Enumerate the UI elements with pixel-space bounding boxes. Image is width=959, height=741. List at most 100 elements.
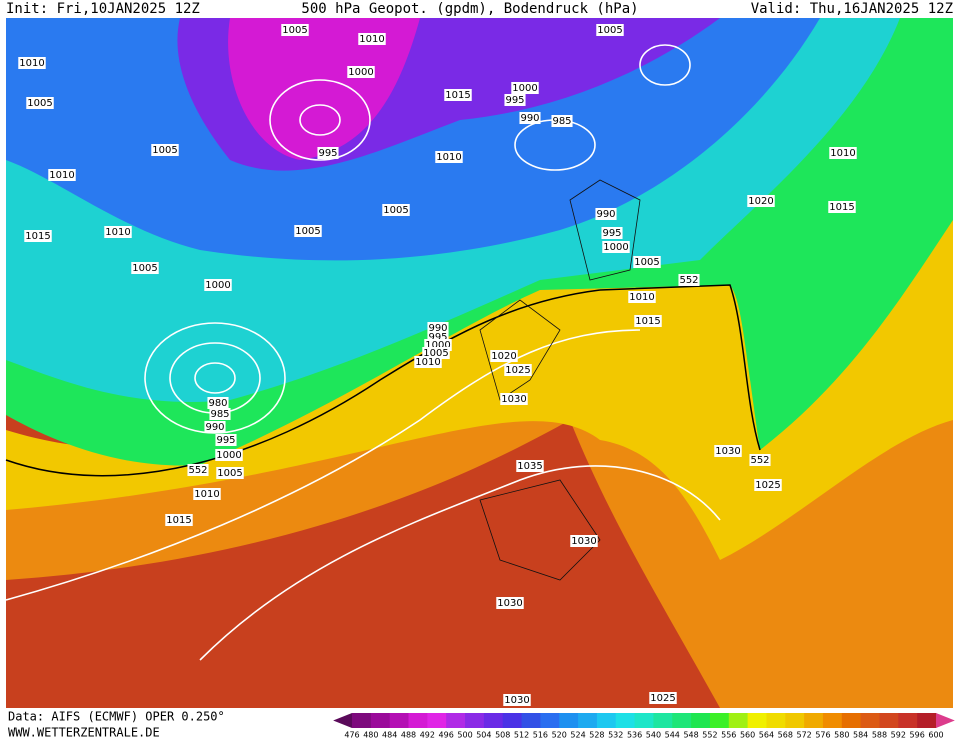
isobar-label-bg	[678, 274, 700, 286]
isobar-label: 1015	[25, 231, 50, 242]
isobar-label-bg	[490, 350, 518, 362]
site: WWW.WETTERZENTRALE.DE	[8, 726, 160, 740]
isobar-line	[269, 79, 371, 161]
colorbar-swatch	[596, 713, 617, 728]
isobar-label-bg	[317, 147, 339, 159]
colorbar-swatch	[559, 713, 579, 728]
colorbar-label: 524	[570, 731, 585, 740]
isobar-label-bg	[602, 241, 630, 253]
colorbar-swatch	[389, 713, 410, 728]
isobar-label-bg	[204, 279, 232, 291]
colorbar-label: 536	[627, 731, 642, 740]
isobar-label: 1010	[629, 292, 654, 303]
isobar-label: 1000	[205, 280, 230, 291]
isobar-label: 1025	[755, 480, 780, 491]
colorbar-swatch	[502, 713, 523, 728]
isobar-label: 995	[216, 435, 235, 446]
isobar-label: 1030	[497, 598, 522, 609]
colorbar-label: 488	[401, 731, 416, 740]
isobar-line	[194, 362, 236, 394]
isobar-label: 1010	[415, 357, 440, 368]
isobar-label-bg	[628, 291, 656, 303]
colorbar-swatch	[917, 713, 937, 728]
colorbar-swatch	[804, 713, 824, 728]
isobar-label: 1015	[635, 316, 660, 327]
map	[5, 18, 953, 708]
isobar-line	[639, 44, 691, 86]
isobar-label: 552	[750, 455, 769, 466]
map-title: 500 hPa Geopot. (gpdm), Bodendruck (hPa)	[301, 1, 638, 17]
isobar-label: 980	[208, 398, 227, 409]
colorbar-swatch	[672, 713, 692, 728]
isobar-label: 1035	[517, 461, 542, 472]
isobar-label-bg	[649, 692, 677, 704]
isobar-label: 1020	[491, 351, 516, 362]
isobar-label-bg	[519, 112, 541, 124]
isobar-label-bg	[570, 535, 598, 547]
colorbar-label: 548	[683, 731, 698, 740]
colorbar-label: 496	[439, 731, 454, 740]
isobar-label: 1000	[348, 67, 373, 78]
isobar-label: 1010	[19, 58, 44, 69]
colorbar-label: 580	[834, 731, 849, 740]
isobar-label-bg	[151, 144, 179, 156]
colorbar-label: 568	[778, 731, 793, 740]
isobar-label-bg	[601, 227, 623, 239]
isobar-label: 1000	[512, 83, 537, 94]
colorbar-label: 520	[552, 731, 567, 740]
colorbar-label: 504	[476, 731, 491, 740]
isobar-label: 1005	[152, 145, 177, 156]
isobar-label-bg	[204, 421, 226, 433]
isobar-label: 1010	[830, 148, 855, 159]
isobar-label-bg	[26, 97, 54, 109]
colorbar-label: 476	[344, 731, 359, 740]
isobar-label-bg	[551, 115, 573, 127]
colorbar-swatch	[578, 713, 598, 728]
isobar-label-bg	[209, 408, 231, 420]
isobar-label-bg	[414, 356, 442, 368]
colorbar-label: 584	[853, 731, 868, 740]
init-time: Init: Fri,10JAN2025 12Z	[6, 1, 200, 17]
isobar-label-bg	[754, 479, 782, 491]
isobar-label-bg	[633, 256, 661, 268]
colorbar-swatch	[370, 713, 391, 728]
field-magenta	[228, 18, 420, 160]
data-source: Data: AIFS (ECMWF) OPER 0.250°	[8, 710, 225, 724]
colorbar-label: 532	[608, 731, 623, 740]
isobar-label-bg	[216, 467, 244, 479]
isobar-label-bg	[131, 262, 159, 274]
isobar-label: 1005	[217, 468, 242, 479]
isobar-label: 1010	[49, 170, 74, 181]
colorbar-swatch	[634, 713, 654, 728]
isobar-label-bg	[18, 57, 46, 69]
colorbar-label: 560	[740, 731, 755, 740]
isobar-label: 1030	[715, 446, 740, 457]
isobar-label-bg	[435, 151, 463, 163]
isobar-label-bg	[382, 204, 410, 216]
isobar-label: 995	[428, 332, 447, 343]
isobar-label: 1005	[132, 263, 157, 274]
isobar-label-bg	[165, 514, 193, 526]
colorbar-swatch	[841, 713, 862, 728]
coastline	[479, 299, 561, 401]
isobar-label: 1005	[295, 226, 320, 237]
colorbar-label: 592	[891, 731, 906, 740]
valid-time: Valid: Thu,16JAN2025 12Z	[751, 1, 953, 17]
colorbar-swatch	[446, 713, 466, 728]
coastline	[569, 179, 641, 281]
colorbar-swatch	[879, 713, 899, 728]
isobar-label: 990	[205, 422, 224, 433]
colorbar-swatch	[653, 713, 673, 728]
colorbar-label: 508	[495, 731, 510, 740]
isobar-label: 995	[318, 148, 337, 159]
isobar-label-bg	[294, 225, 322, 237]
coastline	[479, 479, 601, 581]
colorbar-label: 600	[928, 731, 943, 740]
colorbar-swatch	[898, 713, 918, 728]
colorbar-label: 556	[721, 731, 736, 740]
isobar-label: 1020	[748, 196, 773, 207]
isobar-label-bg	[511, 82, 539, 94]
isobar-label-bg	[749, 454, 771, 466]
colorbar-label: 500	[457, 731, 472, 740]
